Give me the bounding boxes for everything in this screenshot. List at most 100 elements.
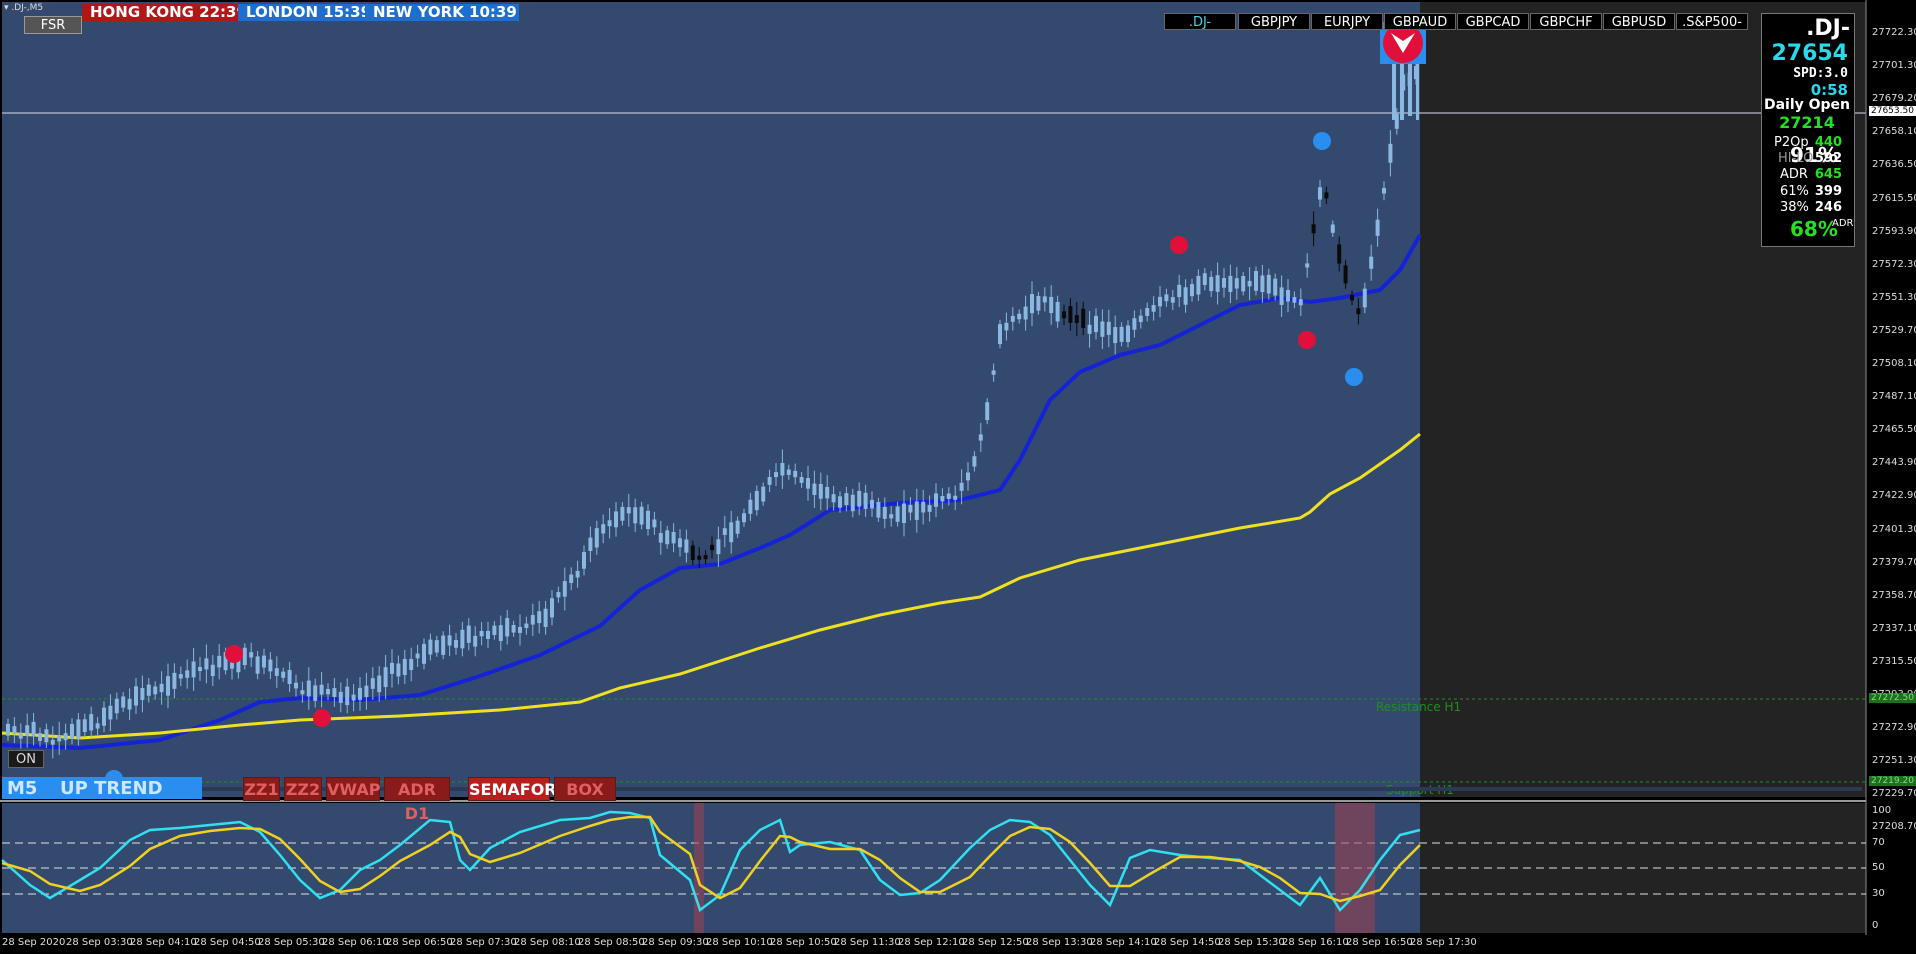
candle-body (114, 698, 119, 714)
candle-body (575, 570, 580, 578)
candle-body (172, 672, 177, 689)
symbol-button-sp500[interactable]: .S&P500- (1676, 13, 1748, 30)
candle-body (850, 494, 855, 512)
time-axis-label: 28 Sep 13:30 (1026, 937, 1093, 948)
price-axis-label: 27701.30 (1872, 60, 1916, 72)
candle-body (690, 545, 695, 560)
candle-body (1394, 113, 1399, 129)
candle-body (198, 666, 202, 672)
semafor-button[interactable]: SEMAFOR (468, 777, 557, 801)
price-axis-label: 27272.90 (1872, 722, 1916, 734)
candle-body (1392, 60, 1396, 120)
indicator-axis-label: 30 (1872, 888, 1885, 899)
candle-body (786, 469, 791, 475)
candle-body (985, 402, 990, 421)
zz1-button[interactable]: ZZ1 (243, 777, 280, 801)
p2op-label: P2Op (1774, 135, 1809, 150)
candle-body (447, 635, 452, 646)
candle-body (735, 520, 740, 534)
candle-body (108, 705, 113, 720)
candle-body (1298, 299, 1303, 306)
symbol-button-gbpchf[interactable]: GBPCHF (1530, 13, 1602, 30)
candle-body (95, 723, 100, 729)
time-axis-label: 28 Sep 09:30 (642, 937, 709, 948)
candle-body (441, 635, 446, 655)
time-axis-label: 28 Sep 06:10 (322, 937, 389, 948)
candle-body (562, 581, 567, 597)
candle-body (1362, 288, 1367, 308)
time-axis-label: 28 Sep 14:50 (1154, 937, 1221, 948)
candle-body (473, 635, 478, 647)
price-axis-label: 27679.20 (1872, 93, 1916, 105)
candle-body (185, 670, 190, 678)
time-axis-label: 28 Sep 10:10 (706, 937, 773, 948)
candle-body (812, 483, 817, 495)
symbol-button-gbpjpy[interactable]: GBPJPY (1238, 13, 1310, 30)
candle-body (1202, 273, 1207, 286)
vwap-button[interactable]: VWAP (326, 777, 380, 801)
symbol-button-eurjpy[interactable]: EURJPY (1311, 13, 1383, 30)
time-axis-label: 28 Sep 04:50 (194, 937, 261, 948)
candle-body (582, 552, 586, 569)
candle-body (806, 478, 810, 489)
candle-body (742, 513, 746, 523)
candle-body (665, 530, 670, 545)
indicator-axis-label: 70 (1872, 837, 1885, 848)
zz2-button[interactable]: ZZ2 (284, 777, 322, 801)
info-timer: 0:58 (1810, 81, 1848, 99)
candle-body (895, 506, 900, 522)
candle-body (748, 499, 753, 514)
candle-body (57, 735, 62, 742)
candle-body (262, 655, 266, 668)
candle-body (543, 608, 548, 627)
candle-body (1228, 275, 1233, 292)
symbol-button-dj[interactable]: .DJ- (1164, 13, 1236, 30)
candle-body (1094, 315, 1098, 333)
fsr-button[interactable]: FSR (24, 16, 82, 34)
symbol-button-gbpaud[interactable]: GBPAUD (1384, 13, 1456, 30)
time-axis-label: 28 Sep 04:10 (130, 937, 197, 948)
candle-body (31, 721, 36, 737)
candle-body (332, 688, 337, 697)
candle-body (870, 499, 874, 509)
daily-open-label: Daily Open (1763, 97, 1851, 113)
symbol-button-gbpcad[interactable]: GBPCAD (1457, 13, 1529, 30)
candle-body (134, 686, 138, 706)
candle-body (1055, 301, 1060, 322)
candle-body (1382, 187, 1386, 194)
candle-body (326, 688, 330, 695)
candle-body (377, 675, 382, 693)
trend-label: UP TREND (60, 778, 163, 799)
on-button[interactable]: ON (8, 750, 44, 768)
time-axis-label: 28 Sep 15:30 (1218, 937, 1285, 948)
adr-d1-button[interactable]: ADR D1 (384, 777, 450, 823)
support-value-tag: 27219.20 (1869, 776, 1916, 786)
candle-body (1177, 284, 1182, 298)
candle-body (82, 719, 87, 733)
candle-body (287, 670, 292, 685)
candle-body (710, 544, 714, 551)
candle-body (210, 664, 215, 677)
time-axis-label: 28 Sep 10:50 (770, 937, 837, 948)
candle-body (697, 555, 702, 560)
indicator-axis-label: 50 (1872, 862, 1885, 873)
candle-body (991, 370, 996, 375)
candle-body (255, 656, 260, 674)
symbol-button-gbpusd[interactable]: GBPUSD (1603, 13, 1675, 30)
price-axis-label: 27229.70 (1872, 788, 1916, 800)
candle-body (1100, 321, 1105, 337)
box-button[interactable]: BOX (554, 777, 616, 801)
trend-timeframe: M5 (7, 778, 38, 799)
candle-body (1183, 287, 1188, 305)
candle-body (1408, 48, 1412, 116)
candle-body (946, 493, 951, 499)
candle-body (1151, 305, 1156, 312)
candle-body (1074, 315, 1079, 324)
price-axis-label: 27401.30 (1872, 523, 1916, 535)
candle-body (799, 477, 804, 483)
stochastic-signal-line (1, 815, 1421, 903)
stochastic-main-line (1, 810, 1421, 913)
semafor-blue-dot (1345, 368, 1363, 386)
price-axis-label: 27508.10 (1872, 358, 1916, 369)
